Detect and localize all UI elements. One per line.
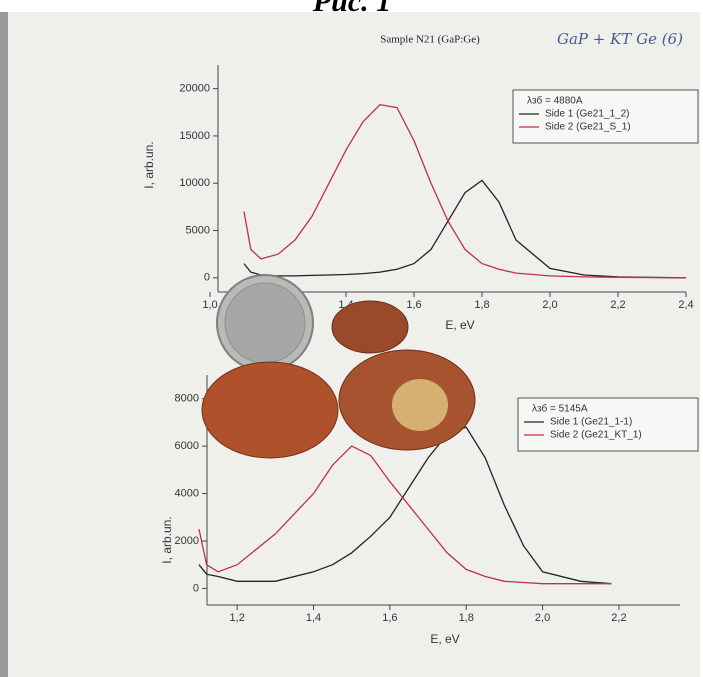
x-tick-label: 1,4 bbox=[306, 612, 321, 624]
y-axis-label: I, arb.un. bbox=[142, 141, 156, 188]
y-tick-label: 0 bbox=[204, 272, 210, 284]
legend-label: Side 2 (Ge21_S_1) bbox=[545, 122, 631, 133]
reflection bbox=[392, 379, 448, 431]
photo-edge bbox=[0, 12, 8, 677]
x-tick-label: 2,0 bbox=[535, 612, 550, 624]
legend: λзб = 5145A Side 1 (Ge21_1-1) Side 2 (Ge21… bbox=[518, 398, 698, 451]
legend-label: Side 1 (Ge21_1_2) bbox=[545, 109, 630, 120]
legend-label: Side 1 (Ge21_1-1) bbox=[550, 417, 632, 428]
y-tick-label: 5000 bbox=[186, 224, 210, 236]
legend-title: λзб = 4880A bbox=[527, 95, 583, 107]
page: Рис. 1 Sample N21 (GaP:Ge) GaP + KT Ge (… bbox=[0, 0, 703, 677]
x-tick-label: 2,4 bbox=[678, 299, 693, 311]
x-tick-label: 1,6 bbox=[406, 299, 421, 311]
x-tick-label: 1,0 bbox=[202, 299, 217, 311]
y-tick-label: 15000 bbox=[179, 130, 210, 142]
y-tick-label: 0 bbox=[193, 582, 199, 594]
handwritten-note: GaP + KT Ge (6) bbox=[557, 30, 683, 48]
y-tick-label: 6000 bbox=[175, 440, 199, 452]
x-tick-label: 2,2 bbox=[610, 299, 625, 311]
x-tick-label: 2,2 bbox=[611, 612, 626, 624]
coin-face bbox=[225, 283, 305, 363]
y-tick-label: 2000 bbox=[175, 535, 199, 547]
x-tick-label: 1,6 bbox=[382, 612, 397, 624]
x-axis-label: E, eV bbox=[430, 632, 459, 646]
x-tick-label: 1,8 bbox=[459, 612, 474, 624]
y-tick-label: 20000 bbox=[179, 83, 210, 95]
legend-label: Side 2 (Ge21_KT_1) bbox=[550, 430, 642, 441]
wafer-1 bbox=[202, 362, 338, 458]
legend-title: λзб = 5145A bbox=[532, 403, 588, 415]
coin-penny bbox=[332, 301, 408, 353]
header: Рис. 1 bbox=[312, 0, 391, 18]
x-tick-label: 2,0 bbox=[542, 299, 557, 311]
legend: λзб = 4880A Side 1 (Ge21_1_2) Side 2 (Ge21… bbox=[513, 90, 698, 143]
y-tick-label: 4000 bbox=[175, 487, 199, 499]
x-tick-label: 1,2 bbox=[230, 612, 245, 624]
chart-title: Sample N21 (GaP:Ge) bbox=[380, 34, 480, 46]
y-tick-label: 10000 bbox=[179, 177, 210, 189]
x-axis-label: E, eV bbox=[445, 318, 474, 332]
y-axis-label: I, arb.un. bbox=[160, 516, 174, 563]
x-tick-label: 1,8 bbox=[474, 299, 489, 311]
y-tick-label: 8000 bbox=[175, 393, 199, 405]
